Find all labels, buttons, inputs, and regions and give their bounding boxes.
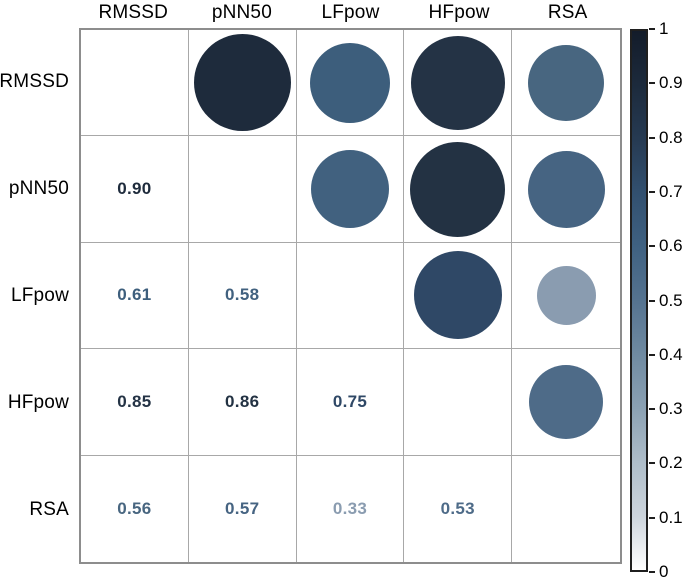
matrix-cell-hfpow-lfpow: 0.75 xyxy=(296,349,405,456)
correlation-circle-rmssd-hfpow xyxy=(410,35,505,130)
colorbar-gradient xyxy=(630,29,648,572)
matrix-cell-lfpow-rmssd: 0.61 xyxy=(81,242,189,350)
matrix-cell-hfpow-rsa xyxy=(512,349,620,456)
column-header-rsa: RSA xyxy=(547,2,588,23)
row-label-lfpow: LFpow xyxy=(10,285,69,306)
matrix-cell-hfpow-rmssd: 0.85 xyxy=(81,349,189,456)
matrix-cell-rmssd-hfpow xyxy=(404,30,513,137)
correlation-circle-pnn50-lfpow xyxy=(310,150,389,229)
matrix-cell-lfpow-lfpow xyxy=(296,242,405,350)
matrix-cell-pnn50-lfpow xyxy=(296,136,405,243)
correlation-value-pnn50-hfpow: 0.86 xyxy=(225,391,260,411)
matrix-cell-rmssd-lfpow xyxy=(296,30,405,137)
colorbar-tick-label-0.9: 0.9 xyxy=(659,73,683,93)
colorbar-tick-label-0.8: 0.8 xyxy=(659,127,683,147)
correlation-circle-pnn50-rsa xyxy=(527,150,605,228)
colorbar-tick-mark-0.4 xyxy=(649,353,655,356)
matrix-cell-rsa-pnn50: 0.57 xyxy=(189,455,297,562)
correlation-circle-lfpow-hfpow xyxy=(413,251,502,340)
colorbar-tick-label-1: 1 xyxy=(659,19,669,38)
colorbar-tick-mark-0.5 xyxy=(649,299,655,302)
matrix-cell-rsa-rsa xyxy=(512,456,620,562)
column-header-lfpow: LFpow xyxy=(321,2,380,23)
matrix-cell-pnn50-pnn50 xyxy=(188,136,297,243)
colorbar-tick-mark-0.9 xyxy=(649,82,655,85)
matrix-cell-hfpow-hfpow xyxy=(404,349,513,456)
matrix-cell-rsa-lfpow: 0.33 xyxy=(297,455,405,562)
matrix-cell-rsa-rmssd: 0.56 xyxy=(81,455,189,562)
row-label-pnn50: pNN50 xyxy=(8,177,69,199)
colorbar-tick-label-0.4: 0.4 xyxy=(659,344,683,364)
matrix-grid: 0.90 0.61 0.58 0.85 0.86 0.75 0.56 0.57 0.33 0.53 xyxy=(79,28,622,564)
column-header-rmssd: RMSSD xyxy=(98,2,169,23)
correlation-circle-rmssd-pnn50 xyxy=(193,34,291,132)
matrix-cell-rmssd-pnn50 xyxy=(188,30,297,137)
colorbar-tick-mark-0.7 xyxy=(649,190,655,193)
correlation-value-rmssd-lfpow: 0.61 xyxy=(117,285,152,305)
matrix-cell-pnn50-hfpow xyxy=(404,136,513,243)
matrix-cell-rsa-hfpow: 0.53 xyxy=(404,455,513,562)
matrix-cell-lfpow-pnn50: 0.58 xyxy=(188,242,297,350)
correlation-value-pnn50-rsa: 0.57 xyxy=(225,498,260,518)
row-label-rsa: RSA xyxy=(29,499,69,521)
correlation-value-rmssd-rsa: 0.56 xyxy=(117,498,152,518)
colorbar-tick-mark-0 xyxy=(649,571,655,573)
row-label-hfpow: HFpow xyxy=(7,392,69,414)
colorbar-tick-label-0.5: 0.5 xyxy=(659,290,683,310)
colorbar-tick-mark-0.8 xyxy=(649,136,655,139)
colorbar-tick-label-0: 0 xyxy=(659,562,669,581)
correlation-value-hfpow-rsa: 0.53 xyxy=(440,498,475,518)
column-header-pnn50: pNN50 xyxy=(211,2,272,23)
colorbar-tick-mark-1 xyxy=(649,28,655,30)
correlation-circle-hfpow-rsa xyxy=(529,364,604,439)
colorbar-tick-label-0.7: 0.7 xyxy=(659,181,683,201)
correlation-value-rmssd-pnn50: 0.90 xyxy=(117,179,152,199)
colorbar-tick-label-0.1: 0.1 xyxy=(659,507,683,527)
matrix-cell-rmssd-rmssd xyxy=(81,30,189,137)
correlation-circle-rmssd-rsa xyxy=(528,44,605,121)
colorbar-tick-label-0.3: 0.3 xyxy=(659,399,683,419)
correlation-circle-lfpow-rsa xyxy=(536,265,596,325)
matrix-cell-pnn50-rmssd: 0.90 xyxy=(81,136,189,243)
colorbar-tick-mark-0.3 xyxy=(649,408,655,411)
colorbar-tick-label-0.6: 0.6 xyxy=(659,236,683,256)
matrix-cell-pnn50-rsa xyxy=(512,136,620,243)
correlation-circle-pnn50-hfpow xyxy=(410,141,506,237)
column-header-hfpow: HFpow xyxy=(428,2,490,23)
colorbar-tick-label-0.2: 0.2 xyxy=(659,453,683,473)
column-headers: RMSSD pNN50 LFpow HFpow RSA xyxy=(79,0,622,26)
colorbar-tick-mark-0.2 xyxy=(649,462,655,465)
colorbar-tick-mark-0.6 xyxy=(649,245,655,248)
matrix-cell-lfpow-rsa xyxy=(512,243,620,350)
matrix-cell-lfpow-hfpow xyxy=(404,242,513,350)
correlation-value-lfpow-hfpow: 0.75 xyxy=(332,391,368,411)
row-labels: RMSSD pNN50 LFpow HFpow RSA xyxy=(0,28,73,564)
matrix-cell-rmssd-rsa xyxy=(512,30,620,137)
correlation-value-pnn50-lfpow: 0.58 xyxy=(225,285,260,305)
correlation-value-rmssd-hfpow: 0.85 xyxy=(117,391,152,411)
correlation-value-lfpow-rsa: 0.33 xyxy=(332,498,368,518)
matrix-cell-hfpow-pnn50: 0.86 xyxy=(188,349,297,456)
correlation-circle-rmssd-lfpow xyxy=(309,42,390,123)
row-label-rmssd: RMSSD xyxy=(0,70,69,92)
colorbar-tick-mark-0.1 xyxy=(649,516,655,519)
